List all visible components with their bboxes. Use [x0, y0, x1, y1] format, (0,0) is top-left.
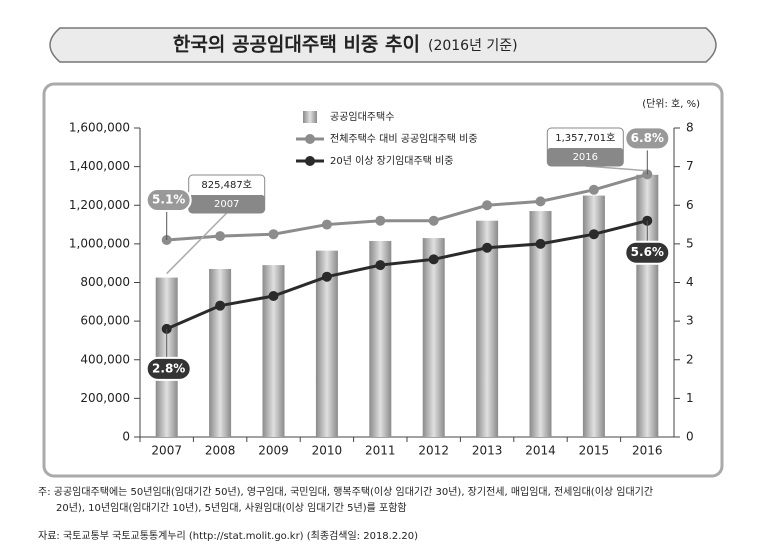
- line: [166, 172, 648, 242]
- x-tick-label: 2009: [258, 444, 289, 458]
- chart-title: 한국의 공공임대주택 비중 추이: [173, 34, 420, 56]
- x-tick-label: 2015: [579, 444, 610, 458]
- legend-swatch: [305, 156, 315, 166]
- point: [268, 291, 279, 302]
- x-tick-label: 2010: [312, 444, 343, 458]
- legend-label: 전체주택수 대비 공공임대주택 비중: [330, 132, 478, 145]
- bar: [422, 238, 445, 437]
- bar: [315, 250, 338, 437]
- y2-tick-label: 4: [686, 275, 694, 289]
- x-tick-label: 2014: [525, 444, 556, 458]
- x-tick-label: 2008: [205, 444, 236, 458]
- label-bubble: [624, 126, 671, 151]
- y-tick-label: 1,600,000: [69, 121, 130, 135]
- x-tick-label: 2013: [472, 444, 503, 458]
- point: [482, 242, 493, 253]
- x-tick-label: 2011: [365, 444, 396, 458]
- y-tick-label: 400,000: [80, 352, 130, 366]
- y-tick-label: 600,000: [80, 314, 130, 328]
- point: [428, 215, 439, 226]
- y2-tick-label: 2: [686, 352, 694, 366]
- value-label: 825,487호: [201, 179, 252, 191]
- bar: [636, 174, 659, 437]
- label-box-bottom: [547, 148, 624, 166]
- leader: [166, 212, 228, 275]
- point: [321, 271, 332, 282]
- y2-tick-label: 3: [686, 314, 694, 328]
- point: [535, 238, 546, 249]
- value-label: 5.1%: [152, 193, 185, 207]
- y-tick-label: 800,000: [80, 275, 130, 289]
- bar: [529, 211, 552, 437]
- point: [482, 200, 493, 211]
- label-bubble: [624, 240, 671, 265]
- point: [375, 215, 386, 226]
- point: [588, 184, 599, 195]
- y-tick-label: 1,400,000: [69, 159, 130, 173]
- point: [375, 260, 386, 271]
- value-label-year: 2007: [214, 199, 239, 210]
- value-label: 5.6%: [631, 245, 664, 259]
- point: [215, 300, 226, 311]
- label-box-bottom: [188, 195, 265, 213]
- bar: [262, 265, 285, 437]
- footnote: 20년), 10년임대(임대기간 10년), 5년임대, 사원임대(이상 임대기…: [56, 501, 407, 514]
- y-tick-label: 0: [122, 430, 130, 444]
- point: [428, 254, 439, 265]
- point: [588, 229, 599, 240]
- y-tick-label: 1,000,000: [69, 236, 130, 250]
- label-bubble: [145, 188, 192, 213]
- bar: [582, 195, 605, 437]
- y-tick-label: 1,200,000: [69, 198, 130, 212]
- bar: [209, 268, 232, 437]
- x-tick-label: 2007: [151, 444, 182, 458]
- point: [535, 196, 546, 207]
- point: [268, 229, 279, 240]
- title-banner: [49, 27, 717, 63]
- point: [215, 231, 226, 242]
- legend-swatch: [305, 134, 315, 144]
- y2-tick-label: 0: [686, 430, 694, 444]
- y2-tick-label: 6: [686, 198, 694, 212]
- value-label: 6.8%: [631, 131, 664, 145]
- footnote: 주: 공공임대주택에는 50년임대(임대기간 50년), 영구임대, 국민임대,…: [38, 485, 653, 498]
- y2-tick-label: 7: [686, 159, 694, 173]
- label-bubble: [145, 356, 192, 381]
- source: 자료: 국토교통부 국토교통통계누리 (http://stat.molit.go…: [38, 530, 418, 542]
- legend-label: 20년 이상 장기임대주택 비중: [330, 154, 453, 167]
- value-label: 1,357,701호: [555, 132, 615, 144]
- line: [166, 219, 648, 331]
- x-tick-label: 2016: [632, 444, 663, 458]
- y2-tick-label: 8: [686, 121, 694, 135]
- point: [321, 219, 332, 230]
- y-tick-label: 200,000: [80, 391, 130, 405]
- x-tick-label: 2012: [418, 444, 449, 458]
- bar: [369, 240, 392, 437]
- bar: [476, 220, 499, 437]
- leader: [585, 165, 648, 172]
- unit-label: (단위: 호, %): [642, 97, 700, 110]
- y2-tick-label: 5: [686, 236, 694, 250]
- legend-label: 공공임대주택수: [330, 110, 394, 123]
- y2-tick-label: 1: [686, 391, 694, 405]
- chart-subtitle: (2016년 기준): [428, 38, 518, 54]
- legend-swatch: [303, 111, 317, 123]
- value-label-year: 2016: [573, 152, 598, 163]
- value-label: 2.8%: [152, 361, 185, 375]
